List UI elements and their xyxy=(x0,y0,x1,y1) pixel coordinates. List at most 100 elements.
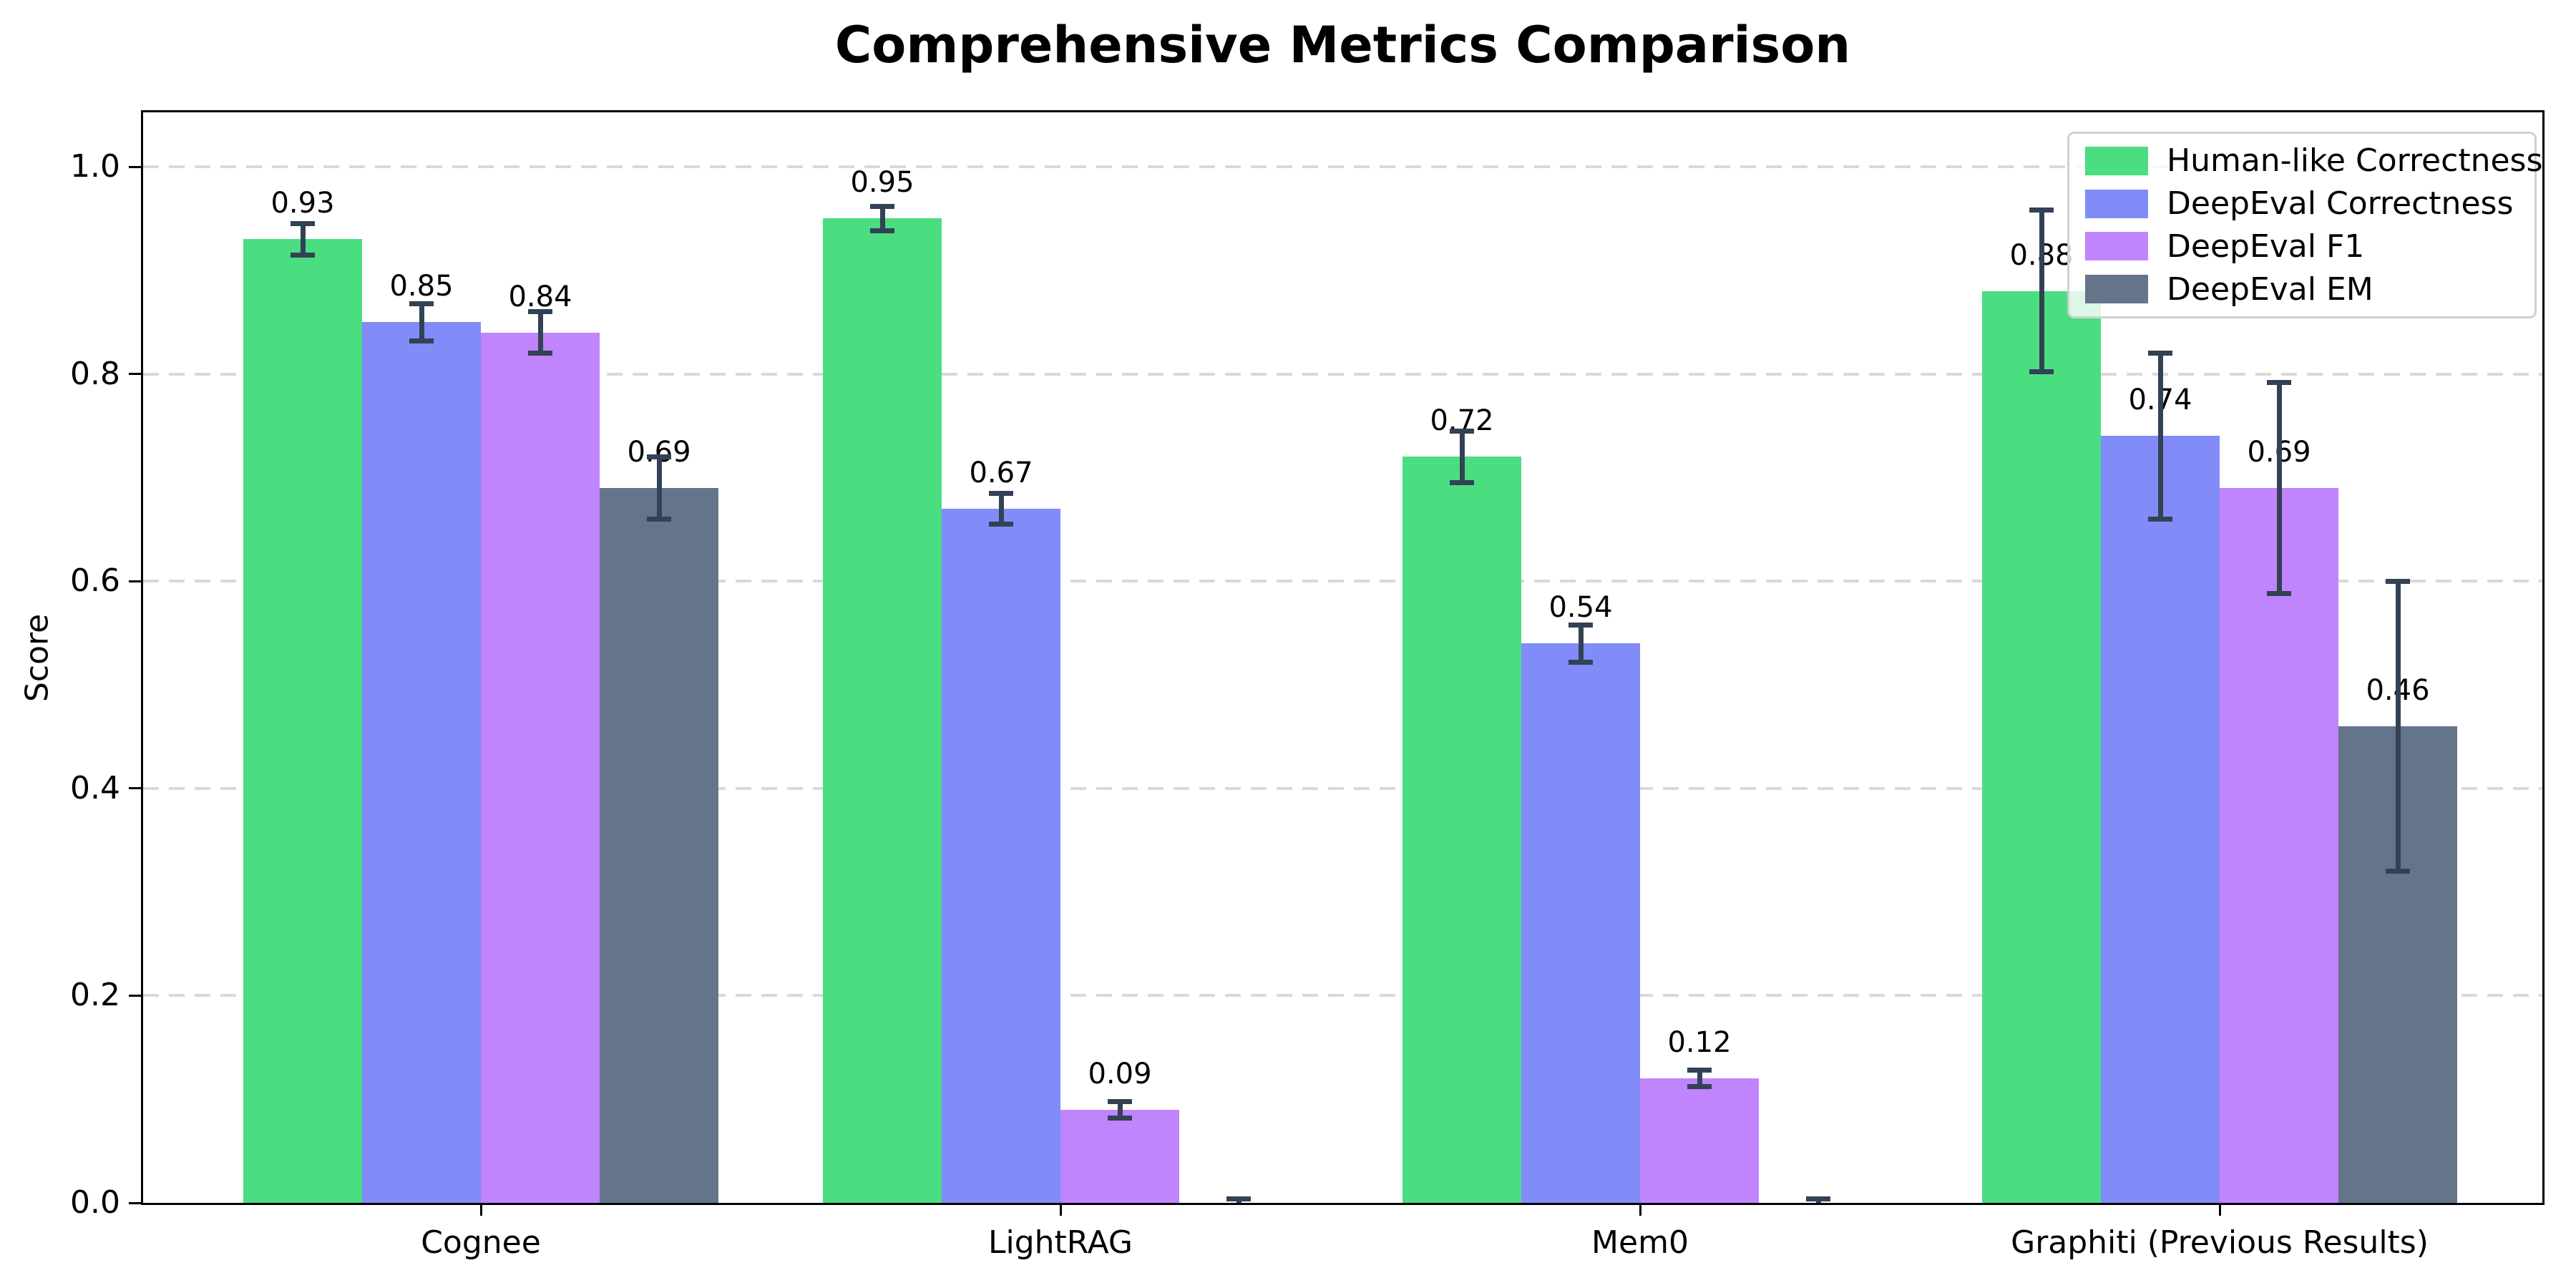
x-tick-mark xyxy=(479,1203,482,1216)
y-tick-label: 0.4 xyxy=(70,769,120,806)
gridline xyxy=(143,994,2542,997)
y-tick-mark xyxy=(129,1201,143,1204)
x-category-label: Mem0 xyxy=(1591,1224,1689,1261)
error-bar-cap xyxy=(409,301,434,306)
error-bar-cap xyxy=(2267,591,2291,597)
legend-swatch-icon xyxy=(2085,189,2148,218)
bar xyxy=(2220,487,2338,1203)
bar xyxy=(1060,1109,1179,1203)
error-bar-cap xyxy=(2148,516,2172,522)
y-tick-label: 0.0 xyxy=(70,1184,120,1221)
error-bar-cap xyxy=(2267,379,2291,385)
error-bar-cap xyxy=(989,490,1013,496)
error-bar-cap xyxy=(870,203,894,209)
error-bar xyxy=(300,223,306,255)
y-tick-mark xyxy=(129,165,143,168)
error-bar xyxy=(2395,581,2401,872)
legend-label: DeepEval Correctness xyxy=(2167,185,2514,223)
bar xyxy=(942,508,1060,1203)
gridline xyxy=(143,786,2542,790)
error-bar-cap xyxy=(2386,578,2410,584)
error-bar-cap xyxy=(528,309,552,315)
error-bar xyxy=(1697,1070,1702,1087)
error-bar-cap xyxy=(1806,1196,1830,1201)
legend-item: DeepEval Correctness xyxy=(2085,185,2532,222)
error-bar xyxy=(2039,210,2044,372)
bar xyxy=(1521,643,1640,1203)
gridline xyxy=(143,165,2542,168)
error-bar-cap xyxy=(291,221,315,227)
bar xyxy=(362,322,481,1203)
bar xyxy=(823,218,942,1203)
error-bar-cap xyxy=(1450,480,1474,486)
bar-value-label: 0.67 xyxy=(969,456,1033,489)
bar-value-label: 0.54 xyxy=(1548,591,1613,625)
error-bar-cap xyxy=(1108,1098,1132,1104)
y-tick-mark xyxy=(129,994,143,997)
error-bar xyxy=(1117,1101,1123,1118)
legend-label: Human-like Correctness xyxy=(2167,142,2543,180)
y-tick-mark xyxy=(129,787,143,790)
error-bar-cap xyxy=(2386,869,2410,874)
x-category-label: LightRAG xyxy=(987,1224,1133,1261)
y-tick-mark xyxy=(129,580,143,582)
error-bar xyxy=(1459,431,1465,483)
error-bar xyxy=(2276,382,2282,594)
bar-value-label: 0.95 xyxy=(850,166,914,200)
bar xyxy=(1982,291,2101,1203)
error-bar-cap xyxy=(647,454,671,459)
y-tick-label: 1.0 xyxy=(70,148,120,185)
x-tick-mark xyxy=(2218,1203,2221,1216)
bar xyxy=(600,487,718,1203)
legend-swatch-icon xyxy=(2085,232,2148,261)
error-bar-cap xyxy=(1568,622,1593,628)
gridline xyxy=(143,372,2542,376)
error-bar-cap xyxy=(1687,1068,1712,1073)
y-tick-mark xyxy=(129,373,143,376)
error-bar-cap xyxy=(870,228,894,234)
error-bar xyxy=(998,493,1004,525)
bar-value-label: 0.12 xyxy=(1667,1026,1732,1060)
error-bar-cap xyxy=(409,338,434,343)
error-bar xyxy=(419,303,424,341)
legend: Human-like Correctness DeepEval Correctne… xyxy=(2067,132,2542,318)
bar xyxy=(243,239,362,1203)
bar-value-label: 0.93 xyxy=(270,187,335,220)
bar-value-label: 0.09 xyxy=(1088,1057,1152,1091)
bar xyxy=(1640,1078,1759,1203)
error-bar xyxy=(2157,353,2163,519)
bar xyxy=(481,332,600,1203)
error-bar-cap xyxy=(647,516,671,522)
error-bar xyxy=(656,457,662,519)
error-bar-cap xyxy=(1450,428,1474,434)
error-bar-cap xyxy=(291,252,315,258)
legend-swatch-icon xyxy=(2085,275,2148,304)
legend-item: Human-like Correctness xyxy=(2085,142,2542,179)
legend-item: DeepEval EM xyxy=(2085,271,2532,308)
y-axis-label: Score xyxy=(19,613,56,702)
y-tick-label: 0.6 xyxy=(70,562,120,600)
y-tick-label: 0.8 xyxy=(70,355,120,392)
error-bar-cap xyxy=(989,522,1013,527)
error-bar-cap xyxy=(2029,369,2054,375)
x-tick-mark xyxy=(1639,1203,1641,1216)
x-category-label: Cognee xyxy=(421,1224,541,1261)
error-bar-cap xyxy=(528,351,552,356)
y-tick-label: 0.2 xyxy=(70,977,120,1014)
bar xyxy=(2101,436,2220,1203)
bar-value-label: 0.84 xyxy=(508,280,572,313)
legend-swatch-icon xyxy=(2085,146,2148,175)
chart-title: Comprehensive Metrics Comparison xyxy=(834,16,1851,74)
error-bar-cap xyxy=(2029,208,2054,213)
gridline xyxy=(143,580,2542,583)
legend-label: DeepEval F1 xyxy=(2167,228,2365,265)
x-tick-mark xyxy=(1059,1203,1062,1216)
error-bar-cap xyxy=(1568,659,1593,665)
error-bar-cap xyxy=(1687,1084,1712,1090)
error-bar-cap xyxy=(1226,1196,1251,1201)
legend-item: DeepEval F1 xyxy=(2085,228,2532,265)
error-bar xyxy=(879,206,885,231)
error-bar xyxy=(537,311,543,353)
bar-value-label: 0.85 xyxy=(389,270,454,303)
